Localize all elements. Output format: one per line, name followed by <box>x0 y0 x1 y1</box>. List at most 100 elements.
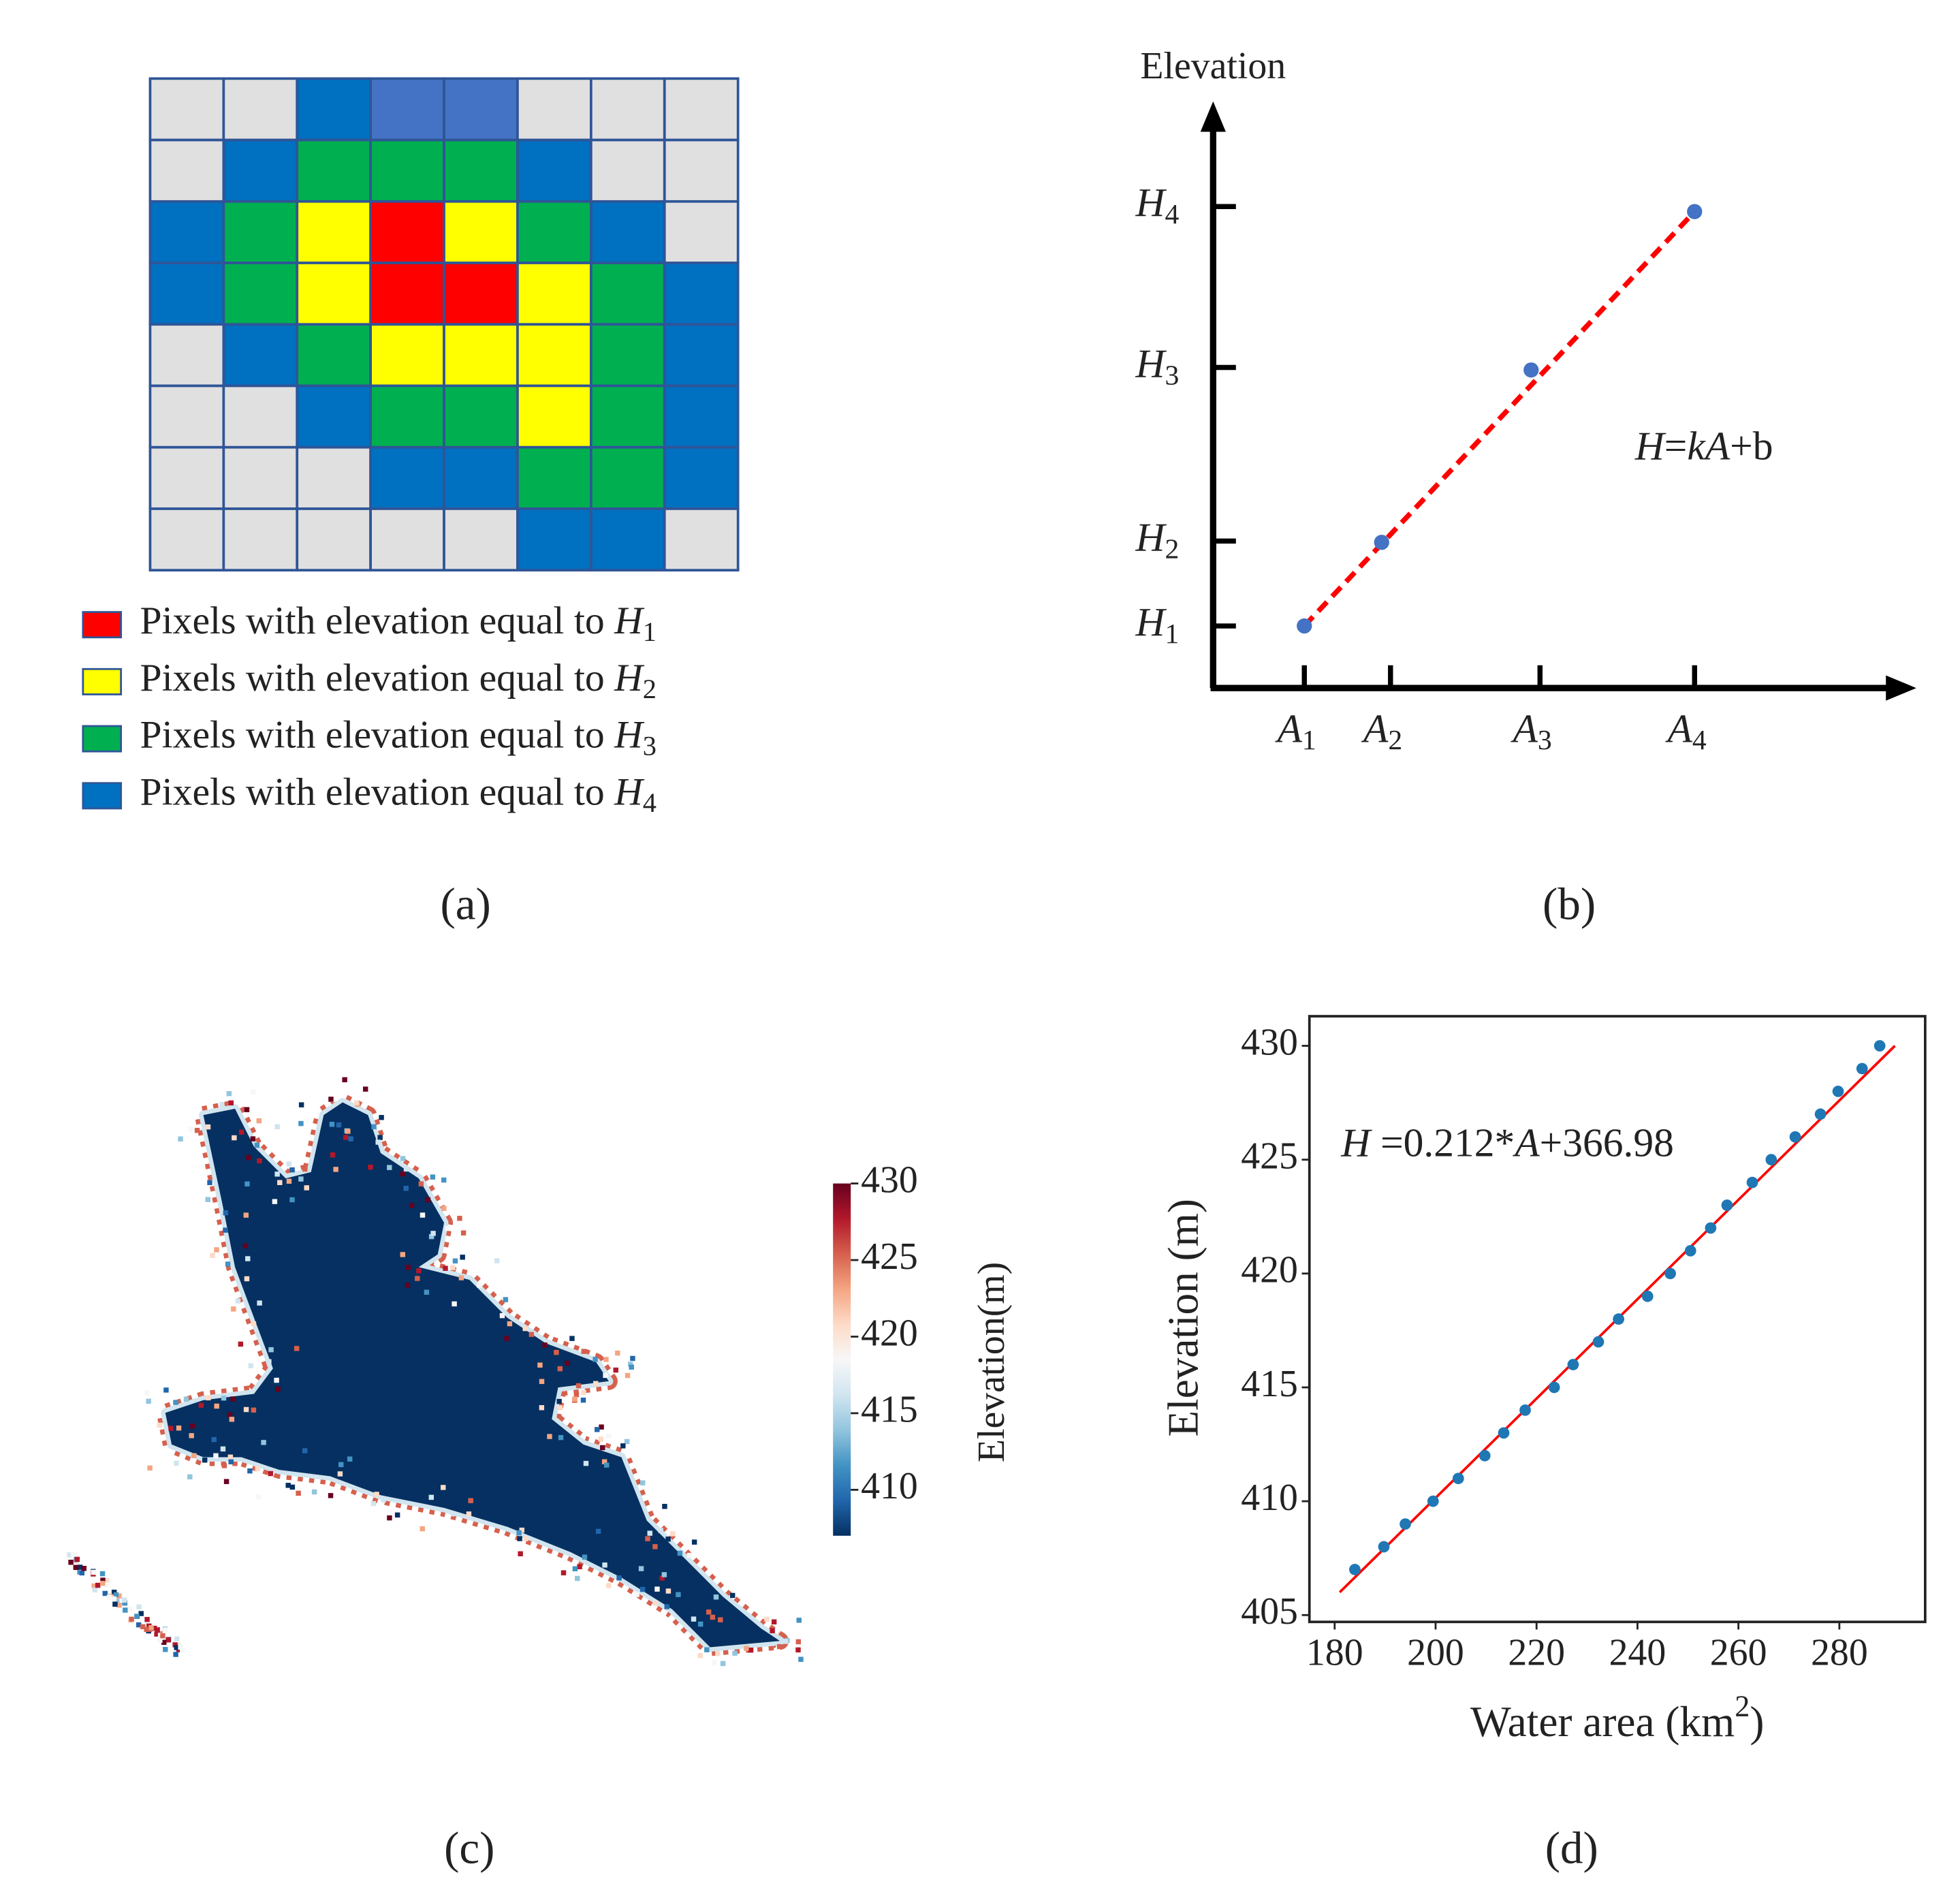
edge-pixel <box>95 1582 101 1588</box>
text-part: H <box>1135 599 1167 644</box>
pixel-cell <box>516 262 592 326</box>
edge-pixel <box>691 1539 697 1545</box>
edge-pixel <box>92 1587 98 1593</box>
text-part: ) <box>1750 1697 1764 1745</box>
edge-pixel <box>430 1174 436 1180</box>
edge-pixel <box>242 1243 249 1248</box>
edge-pixel <box>371 1484 377 1490</box>
edge-pixel <box>441 1177 447 1183</box>
edge-pixel <box>81 1566 87 1571</box>
text-part: H <box>1135 180 1167 225</box>
edge-pixel <box>289 1167 295 1173</box>
pixel-cell <box>516 445 592 510</box>
y-tick-label: 415 <box>1241 1363 1298 1405</box>
edge-pixel <box>547 1434 552 1439</box>
edge-pixel <box>713 1594 719 1600</box>
edge-pixel <box>417 1233 424 1239</box>
edge-pixel <box>136 1622 142 1628</box>
y-tick-label: 405 <box>1241 1590 1298 1633</box>
fit-line <box>1302 210 1696 628</box>
edge-pixel <box>155 1627 160 1633</box>
edge-pixel <box>266 1379 272 1384</box>
edge-pixel <box>424 1289 430 1295</box>
edge-pixel <box>349 1123 355 1129</box>
edge-pixel <box>269 1334 274 1340</box>
pixel-cell <box>296 138 373 203</box>
x-tick-label: A3 <box>1511 706 1552 756</box>
edge-pixel <box>416 1268 422 1274</box>
edge-pixel <box>221 1395 227 1401</box>
edge-pixel <box>638 1566 644 1571</box>
text-part: A <box>1361 706 1389 751</box>
edge-pixel <box>111 1596 116 1602</box>
edge-pixel <box>664 1604 670 1609</box>
edge-pixel <box>225 1261 231 1267</box>
edge-pixel <box>523 1536 528 1541</box>
pixel-cell <box>296 262 373 326</box>
point <box>1705 1222 1717 1234</box>
x-tick-label: A1 <box>1275 706 1316 756</box>
pixel-cell <box>589 384 666 449</box>
pixel-cell <box>222 262 299 326</box>
edge-pixel <box>428 1233 434 1240</box>
pixel-cell <box>516 200 592 264</box>
edge-pixel <box>538 1394 544 1400</box>
edge-pixel <box>122 1597 127 1603</box>
text-part: A <box>1512 1120 1540 1165</box>
x-tick-label: 220 <box>1508 1631 1565 1673</box>
edge-pixel <box>600 1445 605 1451</box>
edge-pixel <box>70 1552 76 1557</box>
text-part: kA <box>1687 423 1730 468</box>
edge-pixel <box>776 1643 783 1650</box>
edge-pixel <box>227 1412 233 1418</box>
edge-pixel <box>691 1616 697 1622</box>
point <box>1498 1427 1510 1439</box>
edge-pixel <box>307 1465 313 1470</box>
point <box>1523 362 1539 378</box>
edge-pixel <box>174 1636 180 1642</box>
pixel-cell <box>222 323 299 388</box>
text-part: 4 <box>1692 725 1707 756</box>
plot-frame <box>1308 1015 1927 1624</box>
edge-pixel <box>104 1577 110 1584</box>
edge-pixel <box>134 1614 140 1619</box>
x-tick-label: A2 <box>1361 706 1402 756</box>
edge-pixel <box>732 1650 738 1656</box>
edge-pixel <box>102 1590 108 1596</box>
edge-pixel <box>468 1498 473 1504</box>
edge-pixel <box>677 1550 683 1556</box>
edge-pixel <box>420 1526 425 1532</box>
edge-pixel <box>302 1448 308 1453</box>
edge-pixel <box>289 1197 295 1203</box>
edge-pixel <box>206 1395 211 1401</box>
edge-pixel <box>629 1364 634 1370</box>
pixel-cell <box>443 77 519 142</box>
edge-pixel <box>202 1458 208 1463</box>
edge-pixel <box>298 1120 304 1127</box>
edge-pixel <box>640 1480 646 1485</box>
edge-pixel <box>796 1618 802 1623</box>
y-tick-label: 420 <box>1241 1249 1298 1291</box>
edge-pixel <box>616 1575 622 1581</box>
y-tick-label: 425 <box>1241 1135 1298 1177</box>
edge-pixel <box>625 1372 631 1379</box>
edge-pixel <box>144 1617 150 1622</box>
legend-swatch <box>82 782 123 810</box>
edge-pixel <box>114 1599 120 1604</box>
edge-pixel <box>328 1493 334 1498</box>
legend-swatch <box>82 667 123 695</box>
edge-pixel <box>661 1572 667 1577</box>
edge-pixel <box>251 1407 257 1413</box>
edge-pixel <box>213 1453 219 1459</box>
text-part: H <box>1634 423 1666 468</box>
edge-pixel <box>343 1135 349 1140</box>
edge-pixel <box>266 1359 272 1364</box>
y-axis-label: Elevation (m) <box>1160 1199 1207 1437</box>
arrow-head <box>1886 675 1916 701</box>
edge-pixel <box>112 1601 118 1607</box>
colorbar-label: Elevation(m) <box>970 1262 1013 1462</box>
pixel-cell <box>443 507 519 572</box>
pixel-cell <box>369 323 445 388</box>
edge-pixel <box>507 1321 513 1327</box>
point <box>1856 1063 1868 1075</box>
